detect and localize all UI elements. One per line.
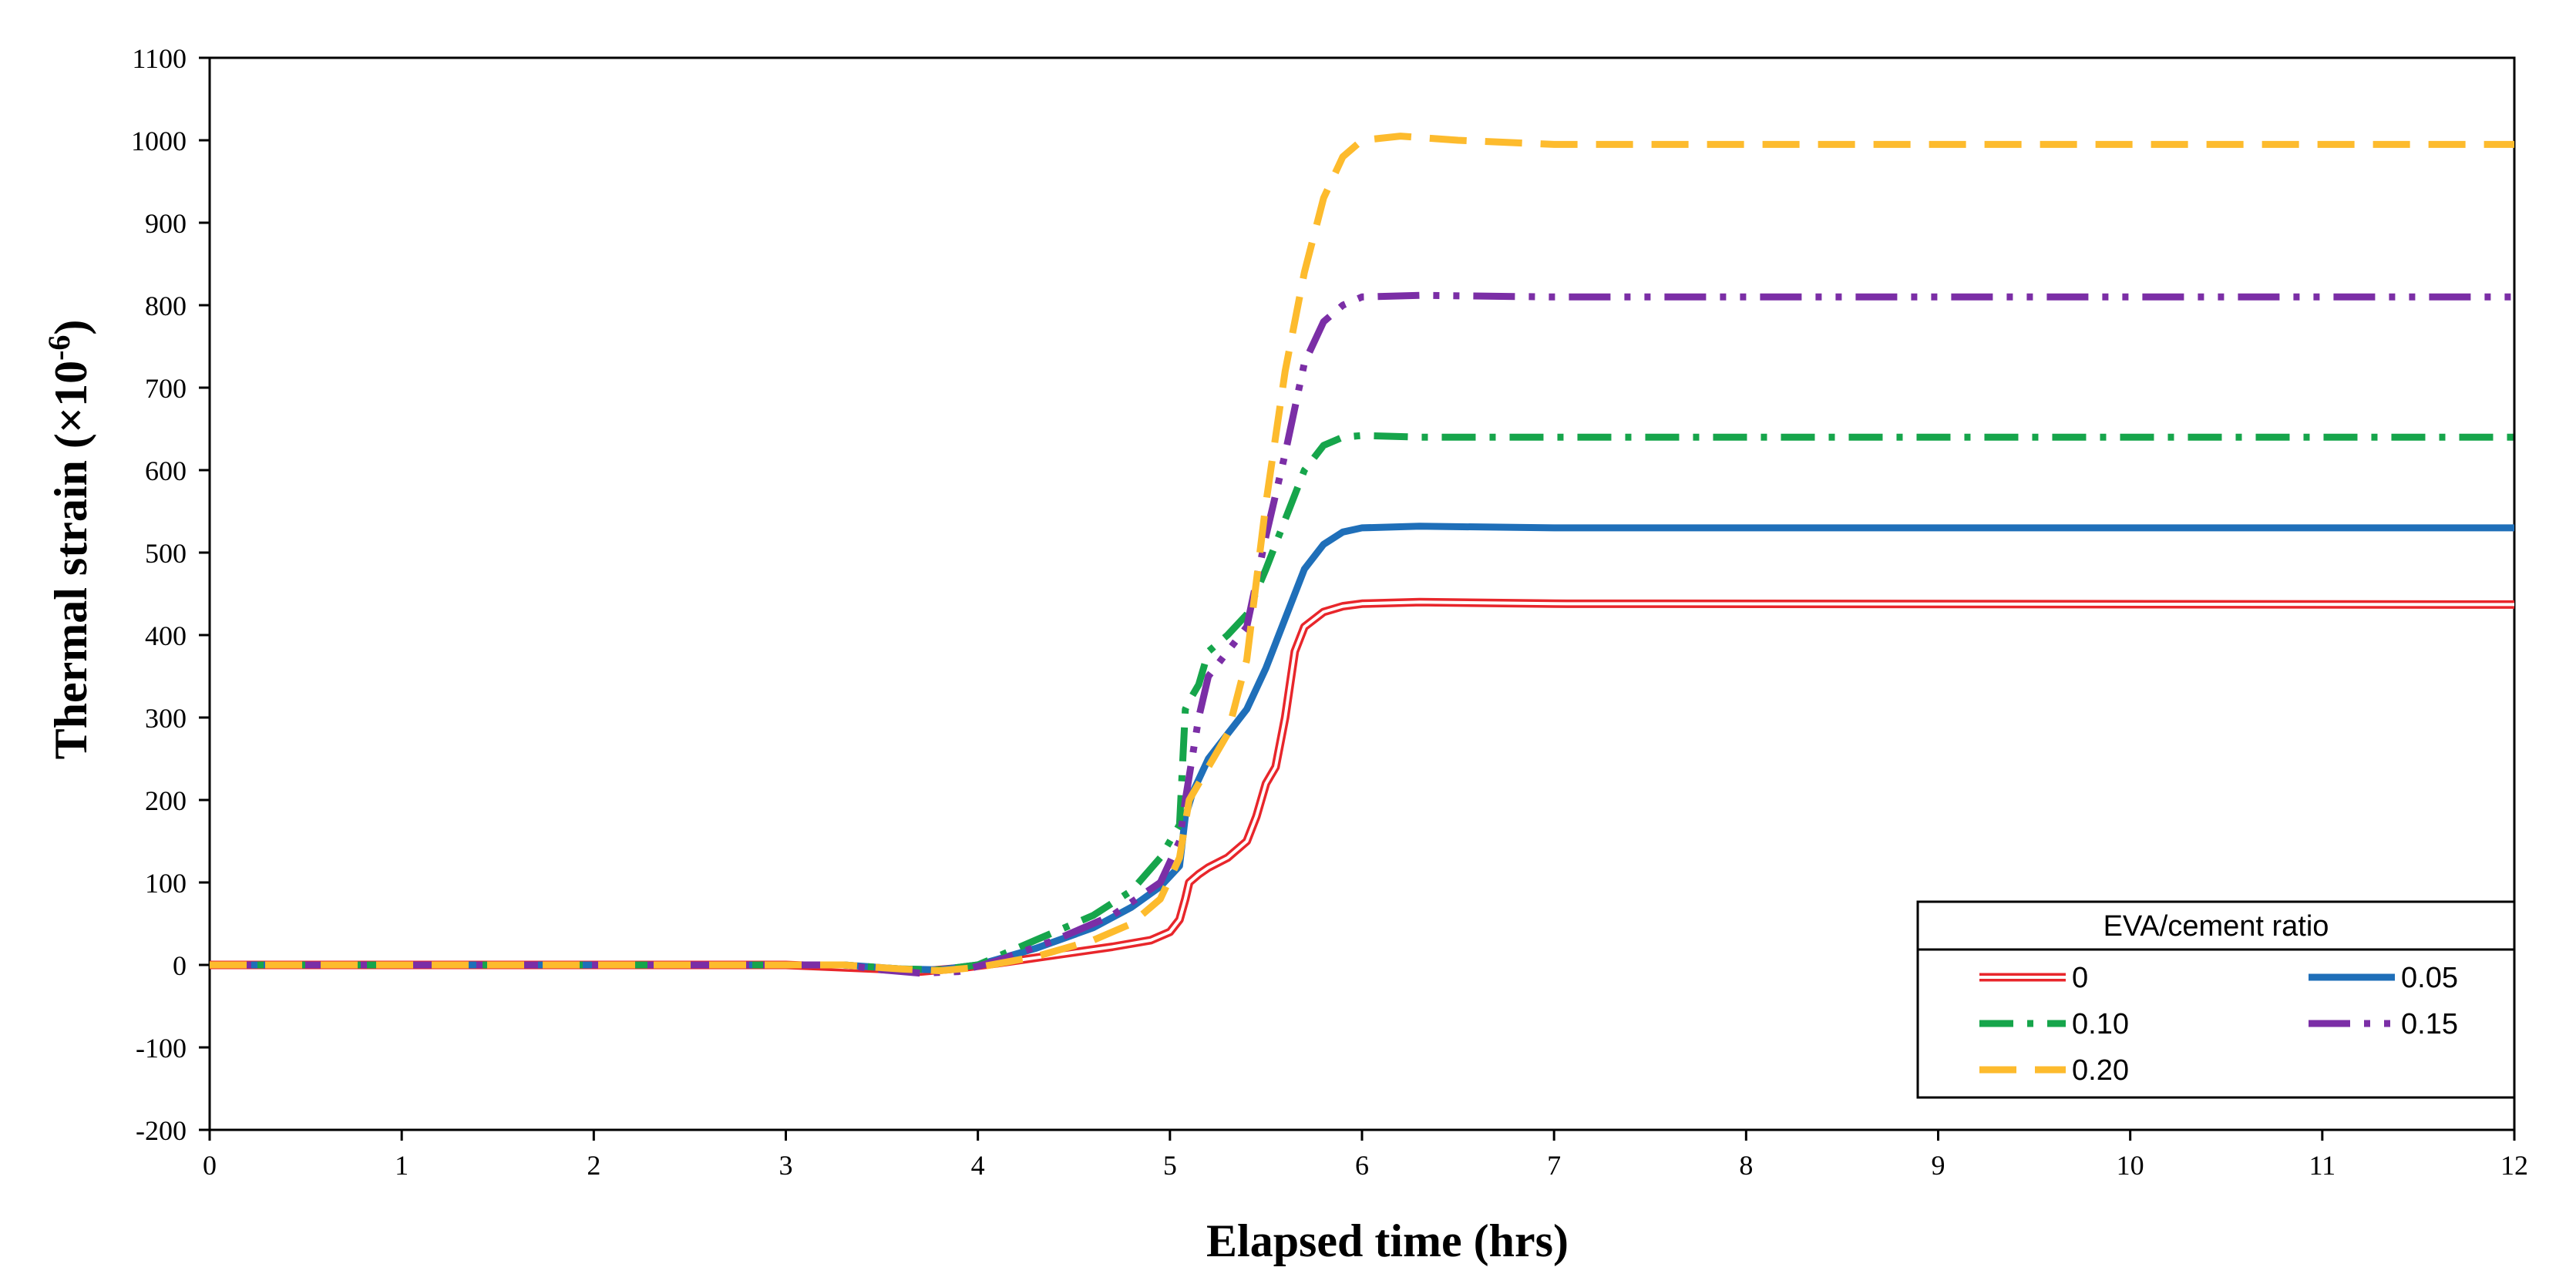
x-tick-label: 10 xyxy=(2117,1150,2144,1181)
legend-title: EVA/cement ratio xyxy=(2104,910,2329,943)
axes: 0 1 2 3 4 5 6 7 8 9 10 11 12-200-1000100200300400500… xyxy=(131,43,2528,1181)
legend-item: 0.15 xyxy=(2309,1008,2458,1040)
series-0-15 xyxy=(210,291,2514,977)
legend: EVA/cement ratio 0 0.05 0.10 0.15 0.20 xyxy=(1916,900,2516,1099)
x-axis-title: Elapsed time (hrs) xyxy=(1206,1215,1569,1266)
y-tick-label: 200 xyxy=(145,785,187,816)
y-tick-label: 400 xyxy=(145,620,187,651)
y-tick-label: -200 xyxy=(136,1115,187,1146)
x-tick-label: 2 xyxy=(587,1150,600,1181)
legend-label: 0.15 xyxy=(2401,1008,2458,1040)
y-tick-label: 900 xyxy=(145,208,187,239)
legend-box xyxy=(1916,900,2516,1099)
y-tick-label: 0 xyxy=(173,950,187,981)
y-tick-label: 300 xyxy=(145,703,187,734)
legend-item: 0.10 xyxy=(1979,1008,2129,1040)
legend-items: 0 0.05 0.10 0.15 0.20 xyxy=(1979,962,2458,1087)
x-tick-label: 3 xyxy=(779,1150,793,1181)
series-layer xyxy=(210,133,2515,977)
series-line xyxy=(210,133,2514,974)
legend-label: 0.05 xyxy=(2401,962,2458,994)
y-tick-label: 600 xyxy=(145,455,187,486)
legend-label: 0 xyxy=(2072,962,2088,994)
x-tick-label: 7 xyxy=(1547,1150,1561,1181)
x-tick-label: 0 xyxy=(203,1150,217,1181)
series-line xyxy=(210,291,2514,977)
y-tick-label: 800 xyxy=(145,291,187,321)
y-axis-title: Thermal strain (×10-6) xyxy=(42,320,96,760)
x-tick-label: 5 xyxy=(1163,1150,1177,1181)
series-line xyxy=(210,432,2514,973)
x-tick-label: 6 xyxy=(1355,1150,1369,1181)
y-tick-label: 700 xyxy=(145,373,187,404)
x-tick-label: 9 xyxy=(1932,1150,1945,1181)
x-tick-label: 4 xyxy=(971,1150,985,1181)
legend-item: 0.20 xyxy=(1979,1054,2129,1087)
y-tick-label: -100 xyxy=(136,1033,187,1064)
legend-item: 0 xyxy=(1979,962,2088,994)
x-tick-label: 11 xyxy=(2309,1150,2336,1181)
legend-item: 0.05 xyxy=(2309,962,2458,994)
y-tick-label: 1100 xyxy=(132,43,187,74)
y-tick-label: 100 xyxy=(145,868,187,899)
x-tick-label: 1 xyxy=(395,1150,409,1181)
series-0-10 xyxy=(210,432,2514,973)
y-tick-label: 1000 xyxy=(131,126,187,156)
y-tick-label: 500 xyxy=(145,538,187,569)
legend-label: 0.10 xyxy=(2072,1008,2129,1040)
x-tick-label: 12 xyxy=(2500,1150,2528,1181)
legend-label: 0.20 xyxy=(2072,1054,2129,1087)
x-tick-label: 8 xyxy=(1739,1150,1753,1181)
series-0-20 xyxy=(210,133,2514,974)
